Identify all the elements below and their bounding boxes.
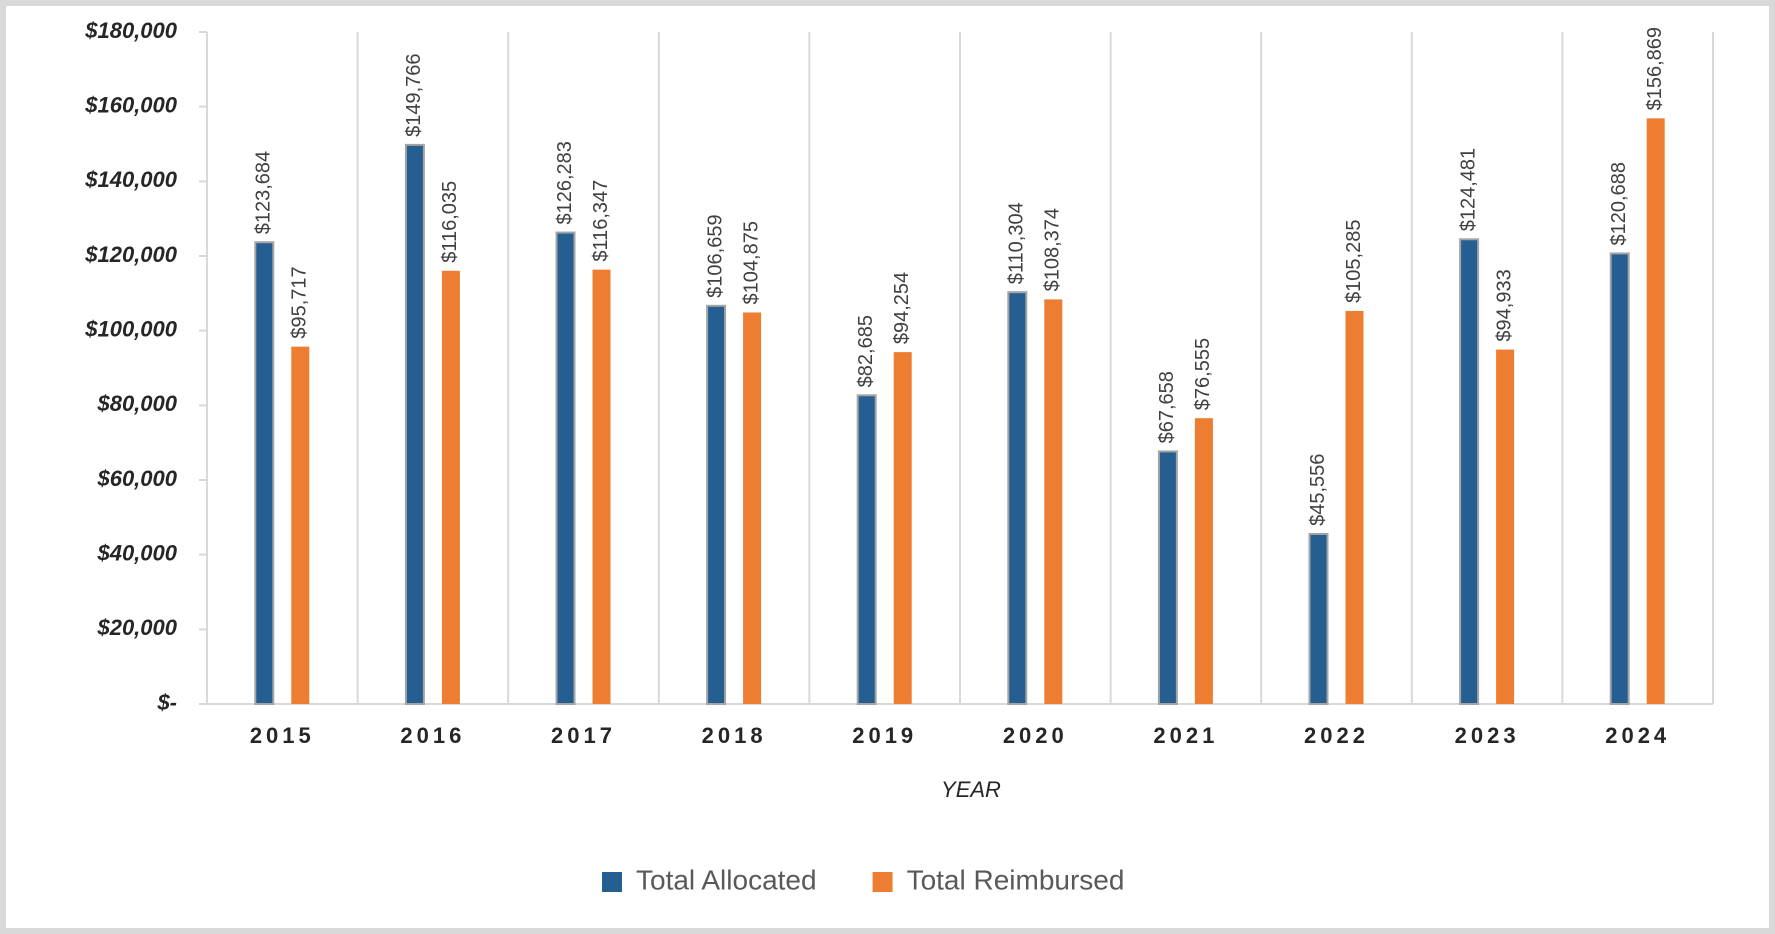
x-tick-label: 2022 xyxy=(1304,723,1369,748)
x-tick-label: 2017 xyxy=(551,723,616,748)
y-tick-label: $20,000 xyxy=(96,615,177,640)
value-label: $124,481 xyxy=(1457,148,1479,231)
bar xyxy=(1646,118,1665,705)
value-label: $94,254 xyxy=(891,272,913,344)
x-tick-label: 2024 xyxy=(1605,723,1670,748)
y-tick-label: $180,000 xyxy=(84,18,178,43)
value-label: $120,688 xyxy=(1608,162,1630,245)
x-axis-title: YEAR xyxy=(941,777,1001,802)
y-tick-label: $40,000 xyxy=(96,540,177,565)
legend-label: Total Allocated xyxy=(636,864,817,895)
y-tick-label: $60,000 xyxy=(96,466,177,491)
value-label: $94,933 xyxy=(1493,269,1515,341)
x-tick-label: 2016 xyxy=(400,723,465,748)
bar xyxy=(1496,349,1515,704)
value-label: $156,869 xyxy=(1644,27,1666,110)
y-tick-label: $160,000 xyxy=(84,92,178,117)
legend-swatch xyxy=(602,872,622,892)
value-label: $67,658 xyxy=(1156,371,1178,443)
bar xyxy=(856,394,877,705)
y-tick-label: $- xyxy=(156,690,177,715)
x-tick-label: 2019 xyxy=(852,723,917,748)
x-tick-label: 2015 xyxy=(250,723,315,748)
bar xyxy=(1345,310,1364,704)
bar xyxy=(1194,418,1213,704)
value-label: $116,035 xyxy=(439,181,461,263)
value-label: $104,875 xyxy=(740,221,762,304)
value-label: $76,555 xyxy=(1192,338,1214,410)
y-tick-label: $80,000 xyxy=(96,391,177,416)
value-label: $116,347 xyxy=(590,180,612,262)
value-label: $45,556 xyxy=(1307,454,1329,526)
bar xyxy=(706,304,727,705)
bar xyxy=(1044,299,1063,704)
legend-swatch xyxy=(872,872,893,892)
value-label: $95,717 xyxy=(289,266,311,338)
bar xyxy=(592,269,611,704)
bar xyxy=(441,270,460,704)
bar xyxy=(404,143,425,705)
value-label: $123,684 xyxy=(253,151,275,234)
bar xyxy=(1007,291,1028,705)
bar xyxy=(893,352,912,704)
bar xyxy=(743,312,762,704)
value-label: $105,285 xyxy=(1343,220,1365,303)
value-label: $82,685 xyxy=(855,315,877,387)
legend-label: Total Reimbursed xyxy=(907,864,1125,895)
y-tick-label: $100,000 xyxy=(84,316,178,341)
value-label: $106,659 xyxy=(704,214,726,297)
x-tick-label: 2018 xyxy=(702,723,767,748)
bar xyxy=(254,241,275,705)
value-label: $126,283 xyxy=(554,141,576,224)
bar xyxy=(555,231,576,706)
value-label: $108,374 xyxy=(1042,208,1064,291)
bar xyxy=(291,346,310,704)
x-tick-label: 2021 xyxy=(1153,723,1218,748)
value-label: $149,766 xyxy=(403,53,425,136)
bar xyxy=(1308,532,1329,705)
y-tick-label: $120,000 xyxy=(84,242,178,267)
bar xyxy=(1157,450,1178,705)
value-label: $110,304 xyxy=(1006,202,1028,284)
x-tick-label: 2020 xyxy=(1003,723,1068,748)
bar xyxy=(1609,252,1630,706)
x-tick-label: 2023 xyxy=(1455,723,1520,748)
bar xyxy=(1459,238,1480,705)
y-tick-label: $140,000 xyxy=(84,167,178,192)
